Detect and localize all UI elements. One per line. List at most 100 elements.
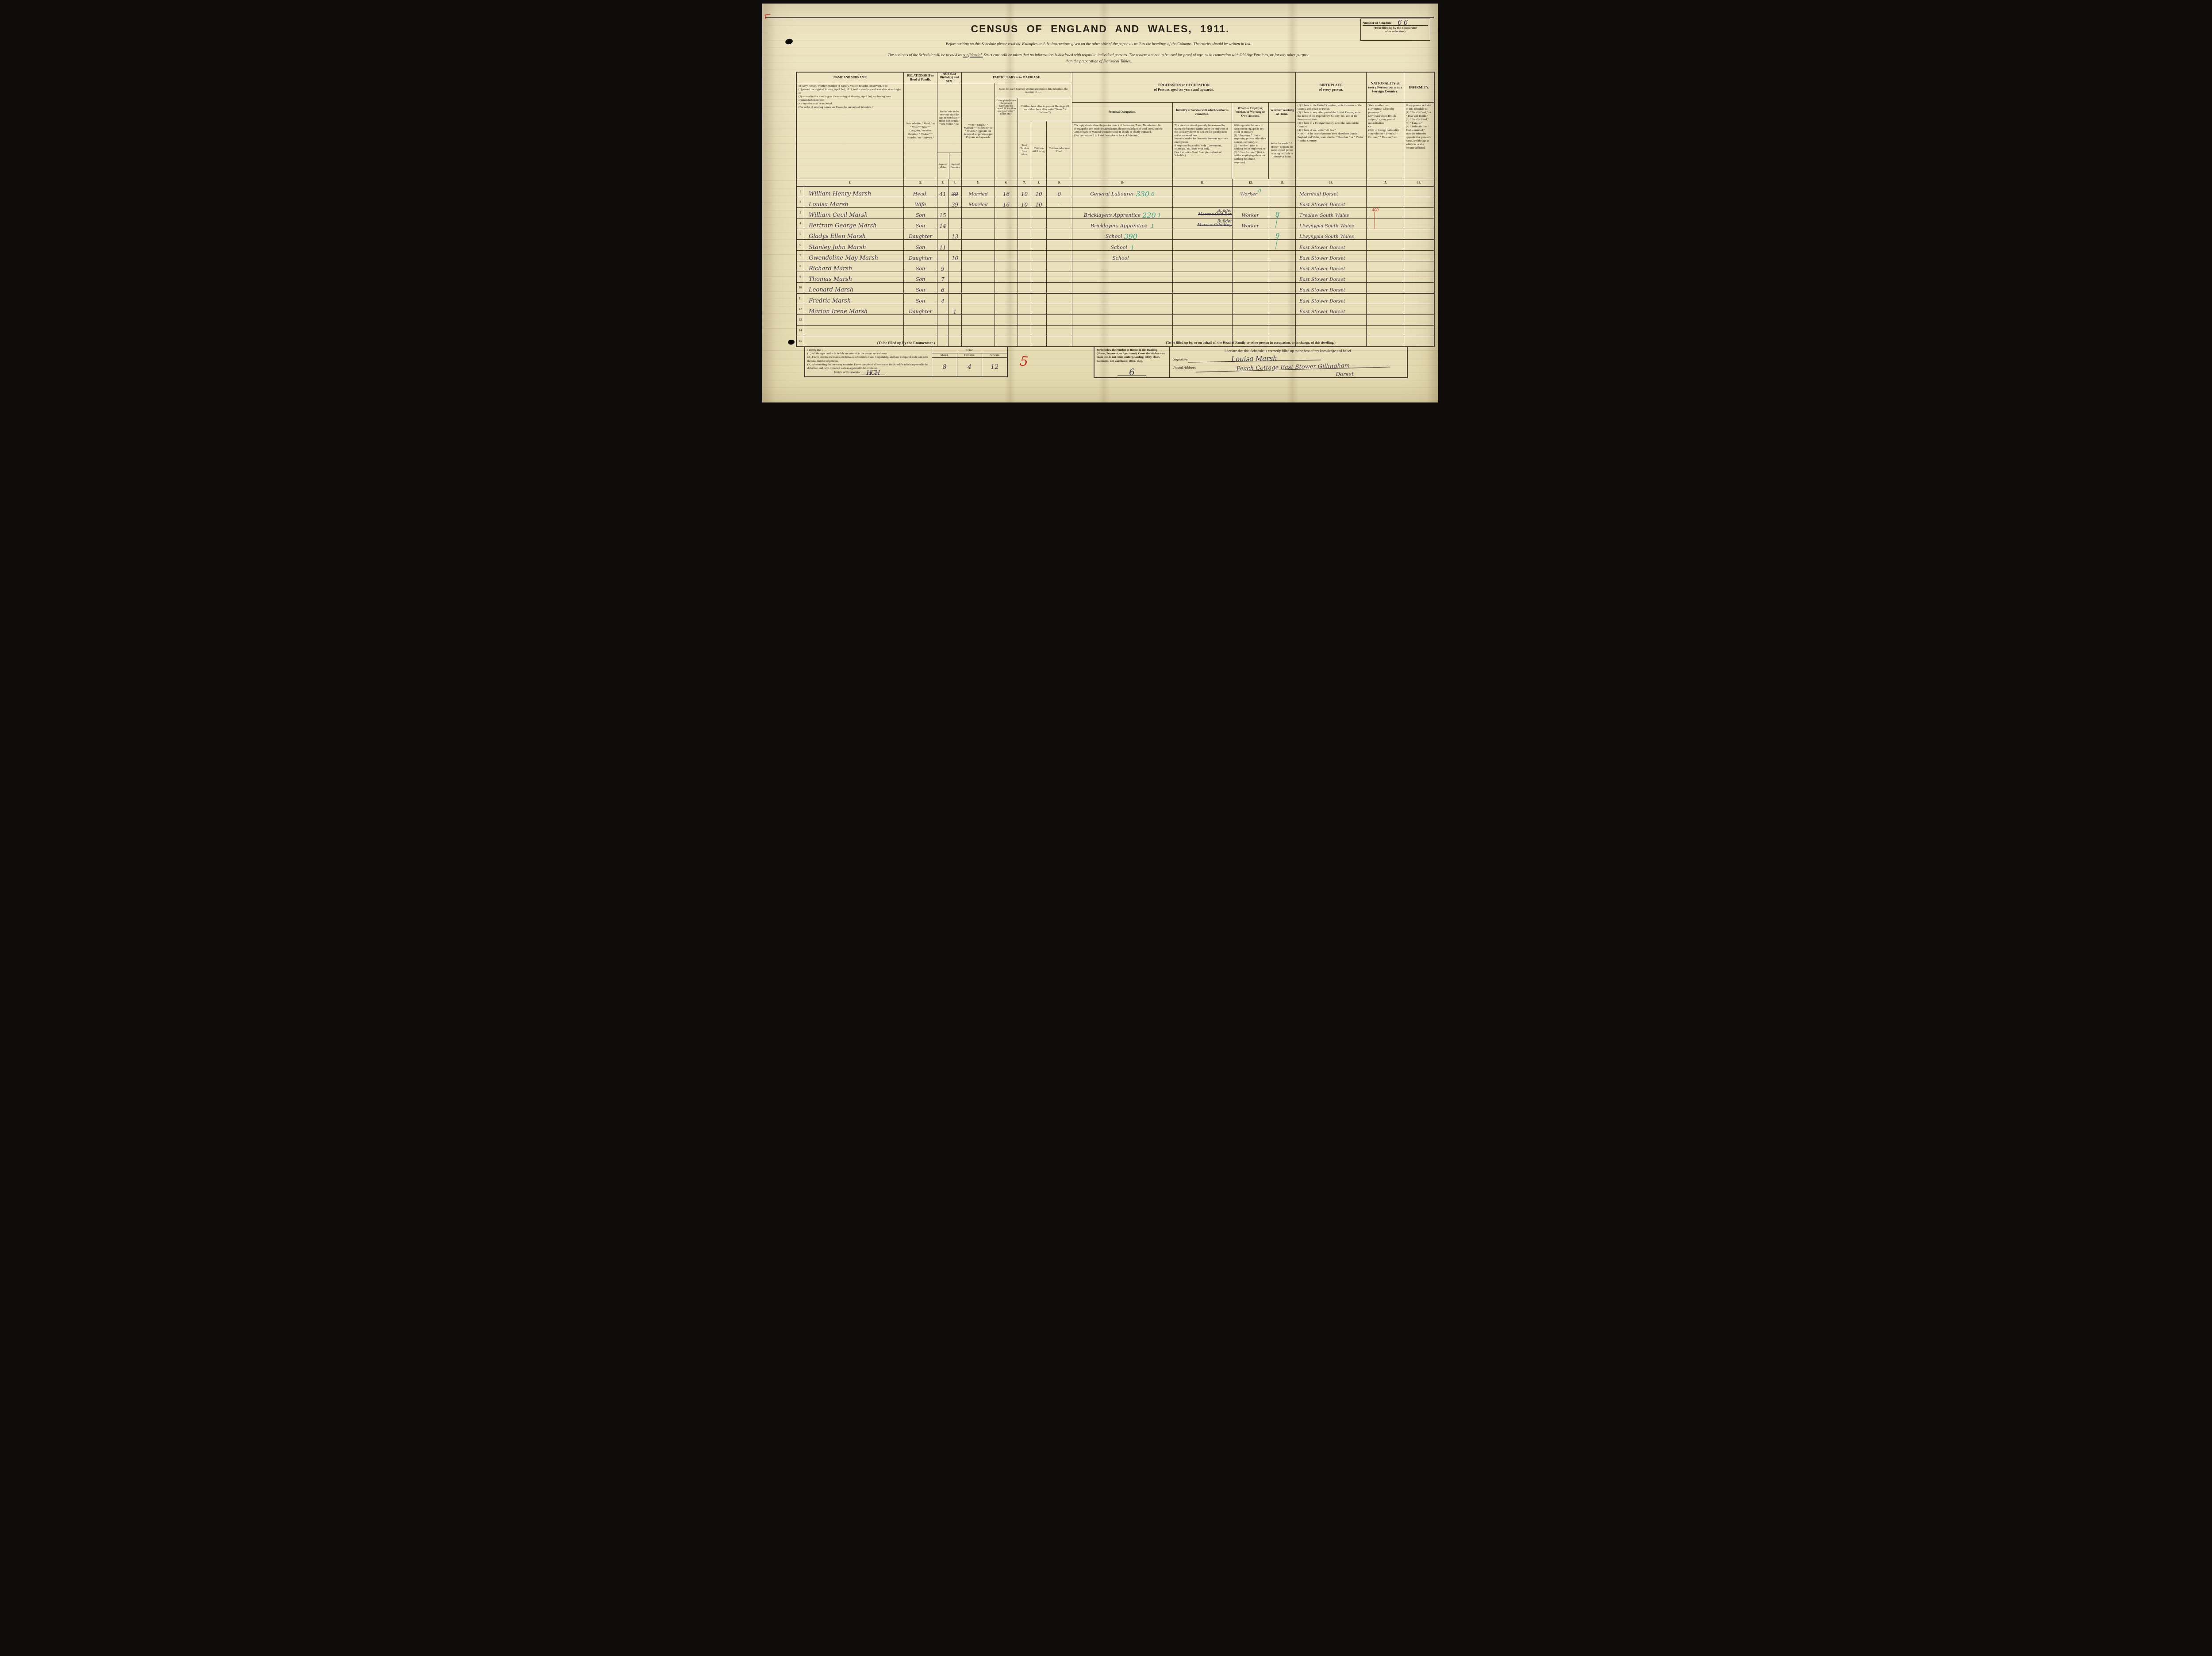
cell-marriage-status xyxy=(962,208,995,218)
col-marriage-years-note: Com- pleted years the present Marriage h… xyxy=(995,98,1018,179)
cell-children-died: – xyxy=(1047,197,1072,207)
cell-employer-worker xyxy=(1233,336,1269,346)
totals-males: Males. 8 xyxy=(932,353,957,376)
cell-occupation xyxy=(1072,197,1173,207)
green-tally-stroke: 1 xyxy=(1130,245,1134,251)
cell-marriage-status xyxy=(962,218,995,229)
cell-employer-worker xyxy=(1233,294,1269,304)
cell-infirmity xyxy=(1404,197,1434,207)
col-employer-worker-title: Whether Employer, Worker, or Working on … xyxy=(1232,103,1269,123)
cell-birthplace: East Stower Dorset xyxy=(1296,272,1367,282)
cell-children-born: 10 xyxy=(1018,197,1031,207)
cell-nationality xyxy=(1367,218,1404,229)
cell-relationship: Son xyxy=(904,283,937,293)
cell-children-died xyxy=(1047,326,1072,336)
cell-name xyxy=(804,315,904,325)
cell-employer-worker xyxy=(1233,272,1269,282)
col-industry-title: Industry or Service with which worker is… xyxy=(1172,103,1232,123)
col-working-at-home-text: Write the words “ At Home ” opposite the… xyxy=(1271,142,1294,159)
cell-marriage-status: Married xyxy=(962,187,995,197)
cell-marriage-status xyxy=(962,294,995,304)
row-number: 2 xyxy=(797,197,804,207)
cell-name: Richard Marsh xyxy=(804,261,904,272)
col-name-header: NAME AND SURNAME of every Person, whethe… xyxy=(797,73,904,179)
col-birthplace-title: BIRTHPLACE of every person. xyxy=(1296,73,1366,103)
cell-children-born xyxy=(1018,315,1031,325)
cell-employer-worker xyxy=(1233,261,1269,272)
col-marriage-header: PARTICULARS as to MARRIAGE. Write “ Sing… xyxy=(962,73,1072,179)
cell-years-married xyxy=(995,326,1018,336)
cell-occupation xyxy=(1072,294,1173,304)
cell-working-at-home xyxy=(1269,251,1296,261)
cell-age-female xyxy=(949,326,962,336)
cell-children-born: 10 xyxy=(1018,187,1031,197)
industry-struck-text: Masons Odd Boy xyxy=(1198,212,1232,217)
cell-employer-worker: Worker 0 xyxy=(1233,187,1269,197)
cell-years-married xyxy=(995,229,1018,239)
cell-children-living xyxy=(1031,336,1047,346)
signature-label: Signature xyxy=(1173,357,1188,361)
col-infirmity-title: INFIRMITY. xyxy=(1404,73,1434,103)
cell-occupation xyxy=(1072,315,1173,325)
cell-children-born xyxy=(1018,272,1031,282)
totals-males-label: Males. xyxy=(932,353,957,358)
col-profession-header: PROFESSION or OCCUPATION of Persons aged… xyxy=(1072,73,1296,179)
column-number: 2. xyxy=(904,179,937,186)
cell-infirmity xyxy=(1404,326,1434,336)
confidential-word: confidential. xyxy=(963,53,983,57)
cell-children-living: 10 xyxy=(1031,197,1047,207)
cell-children-living xyxy=(1031,294,1047,304)
cell-birthplace: Llwynypia South Wales xyxy=(1296,218,1367,229)
cell-age-male xyxy=(937,251,949,261)
col-employer-worker: Whether Employer, Worker, or Working on … xyxy=(1232,103,1269,179)
cell-relationship: Son xyxy=(904,218,937,229)
cell-age-female xyxy=(949,315,962,325)
cell-nationality xyxy=(1367,272,1404,282)
green-tally-number: 8 xyxy=(1275,211,1280,218)
enumerator-section-heading: (To be filled up by the Enumerator.) xyxy=(877,341,935,345)
cell-industry xyxy=(1173,283,1233,293)
census-form: Number of Schedule 66 (To be filled up b… xyxy=(762,4,1438,402)
cell-years-married xyxy=(995,315,1018,325)
green-tally-number: 330 xyxy=(1136,190,1150,198)
schedule-number-label: Number of Schedule xyxy=(1363,21,1392,25)
col-employer-worker-text: Write opposite the name of each person e… xyxy=(1234,124,1266,164)
row-number: 13 xyxy=(797,315,804,325)
cell-birthplace: East Stower Dorset xyxy=(1296,294,1367,304)
cell-working-at-home xyxy=(1269,197,1296,207)
cell-occupation xyxy=(1072,304,1173,314)
cell-marriage-status xyxy=(962,336,995,346)
cell-employer-worker xyxy=(1233,304,1269,314)
cell-age-male xyxy=(937,326,949,336)
cell-children-died xyxy=(1047,336,1072,346)
enumerator-initials-value: HCH xyxy=(860,370,886,376)
totals-females-label: Females. xyxy=(957,353,982,358)
census-table: NAME AND SURNAME of every Person, whethe… xyxy=(796,72,1435,347)
cell-relationship: Daughter xyxy=(904,304,937,314)
column-number: 10. xyxy=(1072,179,1173,186)
cell-nationality xyxy=(1367,240,1404,250)
cell-birthplace: East Stower Dorset xyxy=(1296,251,1367,261)
cell-age-female: 13 xyxy=(949,229,962,239)
cell-industry xyxy=(1173,197,1233,207)
totals-persons: Persons. 12 xyxy=(982,353,1007,376)
rooms-instructions: Write below the Number of Rooms in this … xyxy=(1097,349,1165,363)
table-header: NAME AND SURNAME of every Person, whethe… xyxy=(797,72,1434,179)
table-row: 3 William Cecil Marsh Son 15 Bricklayers… xyxy=(797,208,1434,229)
cell-birthplace xyxy=(1296,326,1367,336)
cell-relationship: Head. xyxy=(904,187,937,197)
table-row: 11 Fredric Marsh Son 4 East Stower Dorse… xyxy=(797,294,1434,304)
green-tally-number: 390 xyxy=(1124,232,1138,241)
cell-children-born xyxy=(1018,283,1031,293)
cell-children-died xyxy=(1047,304,1072,314)
table-row: 12 Marion Irene Marsh Daughter 1 East St… xyxy=(797,304,1434,315)
cell-marriage-status xyxy=(962,304,995,314)
cell-nationality xyxy=(1367,283,1404,293)
cell-relationship: Daughter xyxy=(904,251,937,261)
cell-infirmity xyxy=(1404,251,1434,261)
cell-age-female xyxy=(949,240,962,250)
col-name-title: NAME AND SURNAME xyxy=(797,73,903,83)
cell-working-at-home xyxy=(1269,240,1296,250)
cell-occupation xyxy=(1072,326,1173,336)
col-industry: Industry or Service with which worker is… xyxy=(1172,103,1233,179)
